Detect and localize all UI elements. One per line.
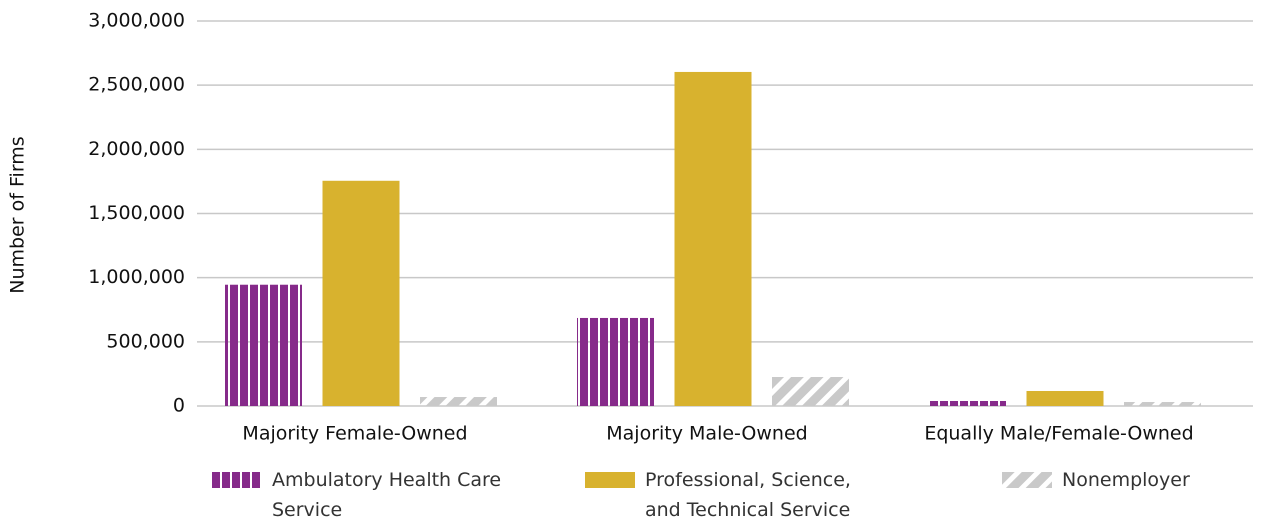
legend-label: Nonemployer <box>1062 469 1190 491</box>
legend-swatch-fill <box>1002 472 1052 488</box>
x-tick-label: Equally Male/Female-Owned <box>924 423 1193 445</box>
legend-swatch <box>1002 472 1052 488</box>
y-tick-label: 2,500,000 <box>88 74 185 96</box>
y-tick-label: 3,000,000 <box>88 10 185 32</box>
legend-swatch <box>212 472 262 488</box>
bar <box>420 397 497 406</box>
y-tick-label: 500,000 <box>106 330 185 352</box>
legend-item: Ambulatory Health Care Service <box>212 465 512 523</box>
bar <box>1124 402 1201 406</box>
bar <box>1026 390 1104 406</box>
bar <box>577 317 654 406</box>
bar <box>225 284 302 406</box>
legend-swatch-fill <box>212 472 262 488</box>
x-tick-label: Majority Male-Owned <box>606 423 807 445</box>
legend-swatch <box>585 472 635 488</box>
y-tick-label: 2,000,000 <box>88 138 185 160</box>
legend-swatch-fill <box>585 472 635 488</box>
y-tick-label: 0 <box>173 395 185 417</box>
y-tick-label: 1,500,000 <box>88 202 185 224</box>
chart: Number of Firms 0 500,000 1,000,000 1,500,0… <box>7 10 1253 445</box>
bar <box>674 71 752 406</box>
legend-label: Ambulatory Health Care Service <box>272 469 502 521</box>
y-tick-label: 1,000,000 <box>88 266 185 288</box>
legend-item: Professional, Science, and Technical Ser… <box>585 465 875 523</box>
x-tick-label: Majority Female-Owned <box>242 423 467 445</box>
bar <box>929 400 1006 406</box>
y-axis-label: Number of Firms <box>7 136 29 293</box>
bar <box>322 180 400 406</box>
legend-item: Nonemployer <box>1002 465 1190 495</box>
bar <box>772 376 849 406</box>
legend-label: Professional, Science, and Technical Ser… <box>645 469 851 521</box>
